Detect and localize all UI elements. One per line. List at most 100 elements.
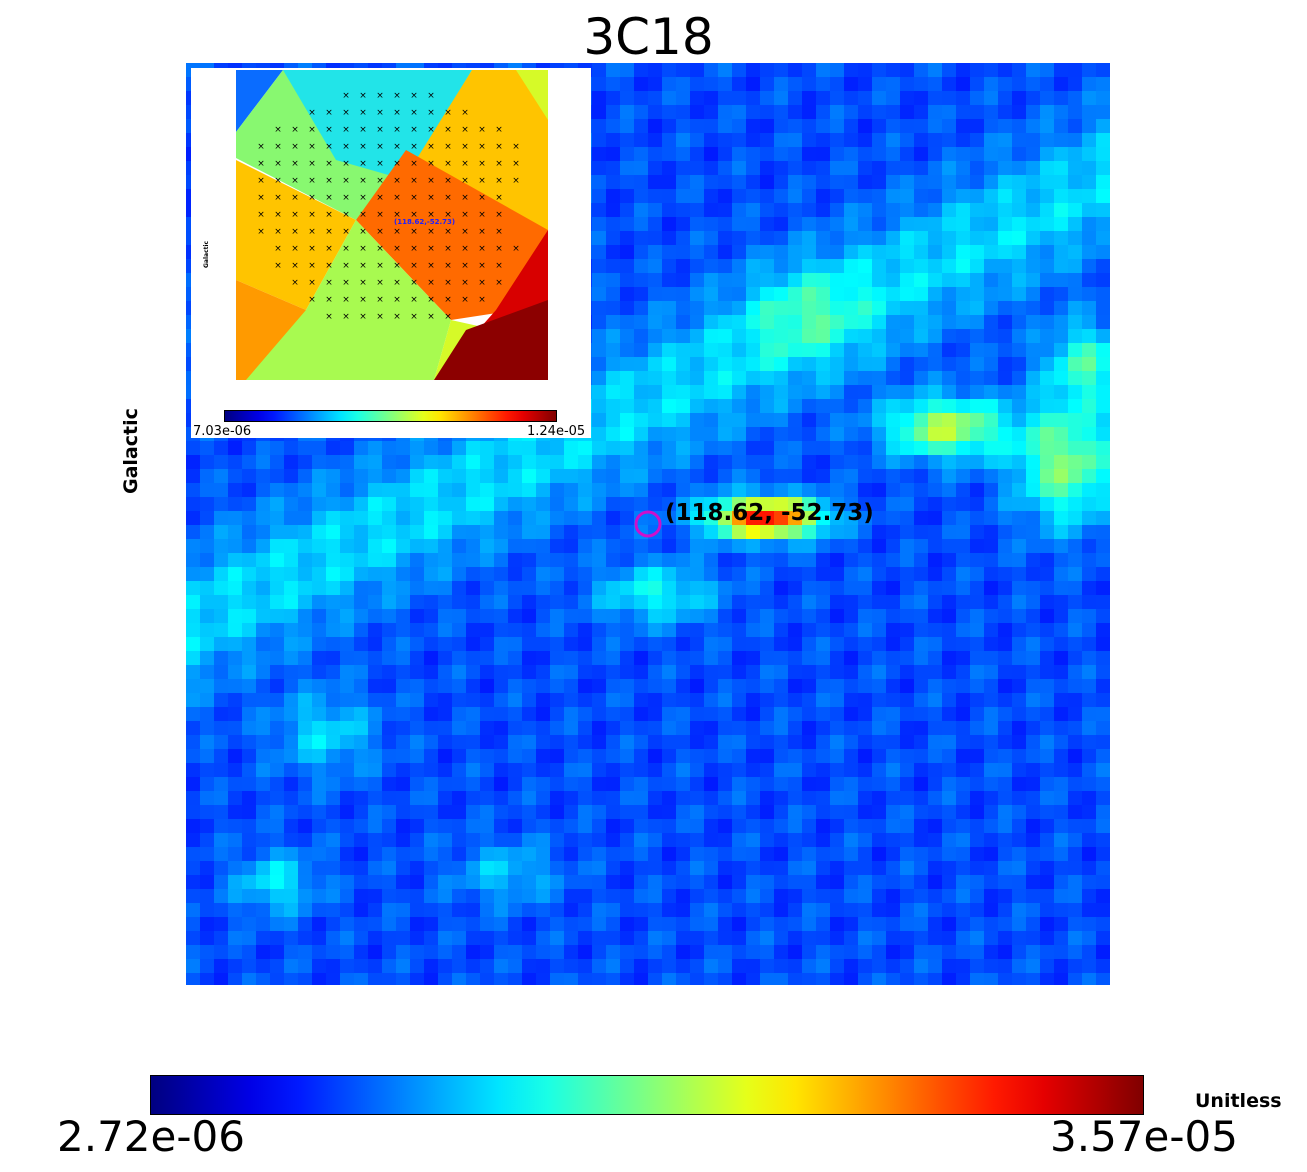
heatmap-cell <box>704 917 719 932</box>
heatmap-cell <box>928 567 943 582</box>
heatmap-cell <box>1096 777 1110 792</box>
inset-sample-point: × <box>410 210 418 220</box>
heatmap-cell <box>1096 525 1110 540</box>
heatmap-cell <box>942 119 957 134</box>
heatmap-cell <box>284 861 299 876</box>
heatmap-cell <box>620 231 635 246</box>
heatmap-cell <box>606 693 621 708</box>
heatmap-cell <box>998 917 1013 932</box>
heatmap-cell <box>634 511 649 526</box>
heatmap-cell <box>662 399 677 414</box>
heatmap-cell <box>354 945 369 960</box>
inset-heatmap: × × × × × ×× × × × × × × × × ×× × × × × × × × × × × × × ×× × × × × × × × × ×… <box>236 70 548 380</box>
heatmap-cell <box>592 637 607 652</box>
heatmap-cell <box>872 161 887 176</box>
heatmap-cell <box>662 693 677 708</box>
heatmap-cell <box>634 595 649 610</box>
heatmap-cell <box>984 497 999 512</box>
heatmap-cell <box>830 399 845 414</box>
heatmap-cell <box>774 665 789 680</box>
heatmap-cell <box>1012 931 1027 946</box>
heatmap-cell <box>886 567 901 582</box>
heatmap-cell <box>844 483 859 498</box>
heatmap-cell <box>928 455 943 470</box>
heatmap-cell <box>452 581 467 596</box>
inset-sample-point: × <box>393 312 401 322</box>
heatmap-cell <box>620 483 635 498</box>
heatmap-cell <box>410 637 425 652</box>
heatmap-cell <box>1054 945 1069 960</box>
heatmap-cell <box>634 665 649 680</box>
inset-sample-point: × <box>444 125 452 135</box>
heatmap-cell <box>704 777 719 792</box>
heatmap-cell <box>998 525 1013 540</box>
source-marker-label: (118.62, -52.73) <box>665 500 874 526</box>
heatmap-cell <box>872 791 887 806</box>
heatmap-cell <box>242 441 257 456</box>
heatmap-cell <box>662 287 677 302</box>
heatmap-cell <box>942 315 957 330</box>
heatmap-cell <box>872 119 887 134</box>
inset-sample-point: × <box>461 108 469 118</box>
inset-sample-point: × <box>410 125 418 135</box>
heatmap-cell <box>522 553 537 568</box>
heatmap-cell <box>886 805 901 820</box>
heatmap-cell <box>942 441 957 456</box>
heatmap-cell <box>774 847 789 862</box>
heatmap-cell <box>928 413 943 428</box>
heatmap-cell <box>326 805 341 820</box>
heatmap-cell <box>1054 791 1069 806</box>
heatmap-cell <box>844 469 859 484</box>
heatmap-cell <box>186 819 201 834</box>
heatmap-cell <box>928 189 943 204</box>
heatmap-cell <box>634 819 649 834</box>
inset-sample-point: × <box>393 125 401 135</box>
heatmap-cell <box>214 609 229 624</box>
heatmap-cell <box>844 133 859 148</box>
heatmap-cell <box>788 903 803 918</box>
heatmap-cell <box>606 161 621 176</box>
heatmap-cell <box>634 371 649 386</box>
heatmap-cell <box>662 553 677 568</box>
heatmap-cell <box>620 259 635 274</box>
heatmap-cell <box>200 735 215 750</box>
heatmap-cell <box>746 973 761 985</box>
heatmap-cell <box>718 245 733 260</box>
heatmap-cell <box>368 707 383 722</box>
heatmap-cell <box>998 343 1013 358</box>
heatmap-cell <box>760 735 775 750</box>
heatmap-cell <box>410 735 425 750</box>
heatmap-cell <box>1054 637 1069 652</box>
heatmap-cell <box>704 763 719 778</box>
heatmap-cell <box>956 875 971 890</box>
heatmap-cell <box>816 343 831 358</box>
heatmap-cell <box>606 315 621 330</box>
heatmap-cell <box>984 623 999 638</box>
heatmap-cell <box>970 259 985 274</box>
heatmap-cell <box>830 329 845 344</box>
heatmap-cell <box>1012 385 1027 400</box>
heatmap-cell <box>802 427 817 442</box>
heatmap-cell <box>704 441 719 456</box>
heatmap-cell <box>760 315 775 330</box>
heatmap-cell <box>788 105 803 120</box>
heatmap-cell <box>830 105 845 120</box>
heatmap-cell <box>914 623 929 638</box>
heatmap-cell <box>396 553 411 568</box>
inset-sample-point: × <box>376 227 384 237</box>
heatmap-cell <box>424 637 439 652</box>
heatmap-cell <box>550 665 565 680</box>
heatmap-cell <box>802 63 817 78</box>
inset-sample-point: × <box>257 142 265 152</box>
heatmap-cell <box>830 427 845 442</box>
heatmap-cell <box>354 553 369 568</box>
heatmap-cell <box>620 777 635 792</box>
heatmap-cell <box>844 693 859 708</box>
heatmap-cell <box>592 273 607 288</box>
heatmap-cell <box>1040 455 1055 470</box>
heatmap-cell <box>732 847 747 862</box>
heatmap-cell <box>886 833 901 848</box>
heatmap-cell <box>634 427 649 442</box>
heatmap-cell <box>186 455 201 470</box>
heatmap-cell <box>326 651 341 666</box>
